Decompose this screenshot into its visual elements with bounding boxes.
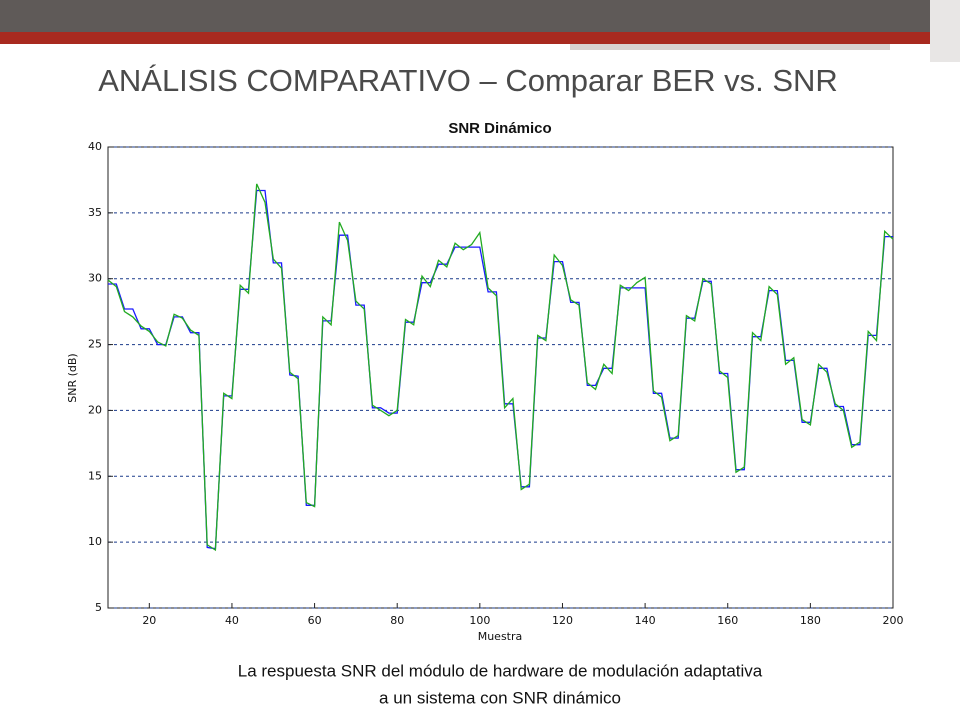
- y-axis-label: SNR (dB): [66, 353, 79, 402]
- y-tick-label: 15: [88, 469, 102, 482]
- x-tick-label: 40: [225, 614, 239, 627]
- y-tick-label: 10: [88, 535, 102, 548]
- slide-title: ANÁLISIS COMPARATIVO – Comparar BER vs. …: [98, 63, 838, 98]
- x-tick-label: 160: [717, 614, 738, 627]
- x-tick-label: 60: [308, 614, 322, 627]
- y-tick-label: 35: [88, 206, 102, 219]
- accent-line: [570, 44, 890, 50]
- y-tick-label: 25: [88, 338, 102, 351]
- x-tick-label: 80: [390, 614, 404, 627]
- caption-line: a un sistema con SNR dinámico: [379, 688, 621, 707]
- top-bar: [0, 0, 960, 32]
- y-tick-label: 40: [88, 140, 102, 153]
- x-tick-label: 200: [883, 614, 904, 627]
- y-tick-label: 30: [88, 272, 102, 285]
- x-tick-label: 180: [800, 614, 821, 627]
- accent-bar: [0, 32, 960, 44]
- x-axis-label: Muestra: [478, 630, 523, 643]
- x-tick-label: 20: [142, 614, 156, 627]
- corner-decoration: [930, 0, 960, 62]
- x-tick-label: 120: [552, 614, 573, 627]
- chart-title: SNR Dinámico: [448, 120, 551, 137]
- y-tick-label: 5: [95, 601, 102, 614]
- caption-line: La respuesta SNR del módulo de hardware …: [238, 661, 763, 680]
- y-tick-label: 20: [88, 403, 102, 416]
- x-tick-label: 140: [635, 614, 656, 627]
- x-tick-label: 100: [469, 614, 490, 627]
- plot-background: [107, 146, 894, 609]
- data-line: [107, 183, 894, 552]
